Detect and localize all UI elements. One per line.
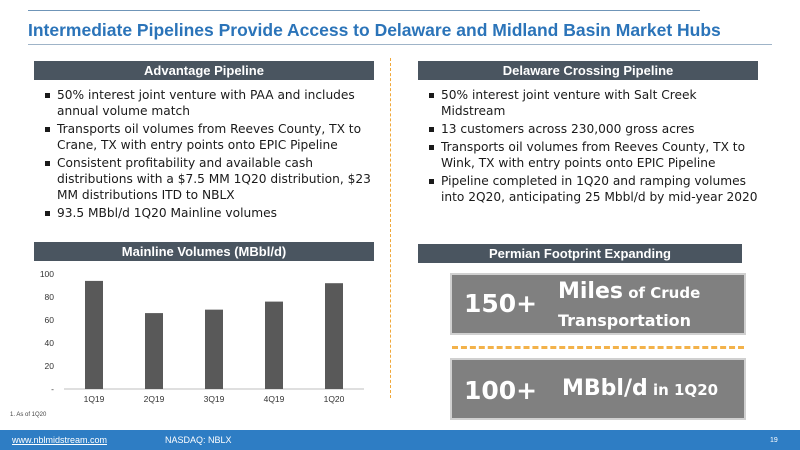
column-divider [390, 58, 391, 398]
footer-bar: www.nblmidstream.com NASDAQ: NBLX 19 [0, 430, 800, 450]
website-link[interactable]: www.nblmidstream.com [12, 435, 108, 445]
top-rule [28, 10, 700, 11]
volume-line1: MBbl/d in 1Q20 [562, 376, 718, 401]
y-tick-label: 60 [45, 315, 55, 325]
volume-rest: in 1Q20 [647, 381, 719, 399]
bar-3Q19 [205, 309, 223, 389]
x-tick-label: 1Q19 [84, 394, 105, 404]
y-tick-label: - [51, 384, 54, 394]
list-item: 50% interest joint venture with Salt Cre… [428, 87, 758, 119]
list-item: Consistent profitability and available c… [44, 155, 374, 203]
title-rule [28, 44, 772, 45]
chart-heading: Mainline Volumes (MBbl/d) [34, 242, 374, 261]
bar-1Q19 [85, 280, 103, 389]
delaware-heading: Delaware Crossing Pipeline [418, 61, 758, 80]
y-tick-label: 100 [40, 269, 54, 279]
list-item: Pipeline completed in 1Q20 and ramping v… [428, 173, 758, 205]
page-title: Intermediate Pipelines Provide Access to… [28, 20, 721, 40]
stat-separator [452, 346, 744, 349]
x-tick-label: 2Q19 [144, 394, 165, 404]
mainline-volumes-chart: - 20 40 60 80 100 1Q19 2Q19 3Q19 4Q19 1Q20 [34, 262, 374, 410]
bar-1Q20 [325, 283, 343, 389]
volume-stat-box: 100+ MBbl/d in 1Q20 [450, 358, 746, 420]
volume-number: 100+ [464, 376, 538, 405]
y-tick-label: 20 [45, 361, 55, 371]
footnote: 1. As of 1Q20 [10, 412, 47, 418]
advantage-heading: Advantage Pipeline [34, 61, 374, 80]
miles-rest: of Crude [623, 284, 701, 302]
miles-stat-box: 150+ Miles of Crude Transportation [450, 273, 746, 335]
miles-line1: Miles of Crude [558, 279, 700, 304]
list-item: Transports oil volumes from Reeves Count… [428, 139, 758, 171]
list-item: 50% interest joint venture with PAA and … [44, 87, 374, 119]
y-tick-label: 80 [45, 292, 55, 302]
x-tick-label: 4Q19 [264, 394, 285, 404]
bar-4Q19 [265, 301, 283, 389]
chart-svg: - 20 40 60 80 100 1Q19 2Q19 3Q19 4Q19 1Q20 [40, 269, 364, 404]
y-tick-label: 40 [45, 338, 55, 348]
volume-word: MBbl/d [562, 376, 648, 401]
advantage-bullets: 50% interest joint venture with PAA and … [44, 87, 374, 223]
footprint-heading: Permian Footprint Expanding [418, 244, 742, 263]
miles-number: 150+ [464, 289, 538, 318]
bar-2Q19 [145, 313, 163, 389]
x-tick-label: 3Q19 [204, 394, 225, 404]
page-number: 19 [770, 437, 778, 444]
x-tick-label: 1Q20 [324, 394, 345, 404]
list-item: 93.5 MBbl/d 1Q20 Mainline volumes [44, 205, 374, 221]
delaware-bullets: 50% interest joint venture with Salt Cre… [428, 87, 758, 207]
list-item: Transports oil volumes from Reeves Count… [44, 121, 374, 153]
ticker-label: NASDAQ: NBLX [165, 435, 232, 445]
list-item: 13 customers across 230,000 gross acres [428, 121, 758, 137]
miles-line2: Transportation [558, 311, 692, 330]
miles-word: Miles [558, 279, 623, 304]
